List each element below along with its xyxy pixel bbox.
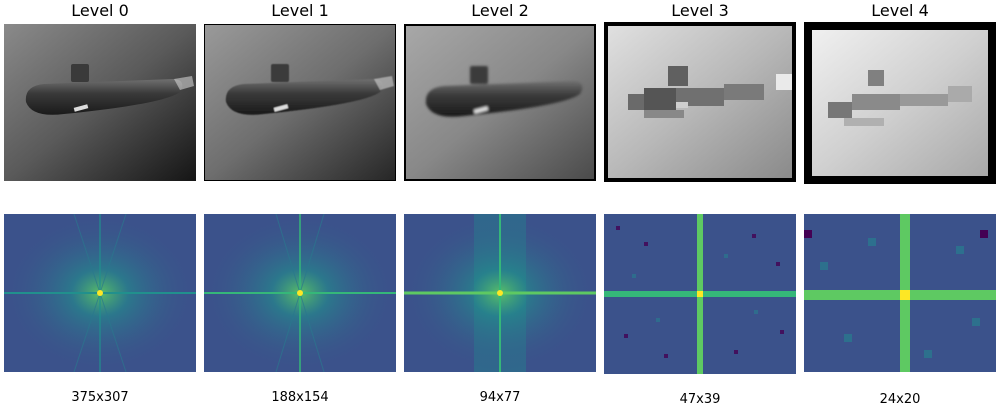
level-1-spectrum: [204, 214, 396, 372]
level-4-image: [804, 22, 996, 184]
level-0-title: Level 0: [71, 1, 129, 20]
level-4-size-label: 24x20: [879, 392, 921, 407]
submarine-shape: [25, 64, 194, 115]
level-1-title: Level 1: [271, 1, 329, 20]
pixelated-submarine: [828, 70, 972, 126]
level-2-title: Level 2: [471, 1, 529, 20]
level-1-image: [204, 24, 396, 181]
level-3-image: [604, 22, 796, 182]
level-0-image: [4, 24, 196, 181]
level-4-spectrum: [804, 214, 996, 372]
level-2-size-label: 94x77: [479, 390, 521, 405]
level-3-title: Level 3: [671, 1, 729, 20]
pixelated-submarine: [628, 66, 792, 118]
level-0-size-label: 375x307: [71, 390, 129, 405]
level-2-image: [404, 24, 596, 181]
level-3-spectrum: [604, 214, 796, 374]
level-0-spectrum: [4, 214, 196, 372]
level-3-size-label: 47x39: [679, 392, 721, 407]
level-2-spectrum: [404, 214, 596, 372]
level-1-size-label: 188x154: [271, 390, 329, 405]
level-4-title: Level 4: [871, 1, 929, 20]
submarine-shape: [425, 66, 583, 117]
submarine-shape: [225, 64, 394, 115]
